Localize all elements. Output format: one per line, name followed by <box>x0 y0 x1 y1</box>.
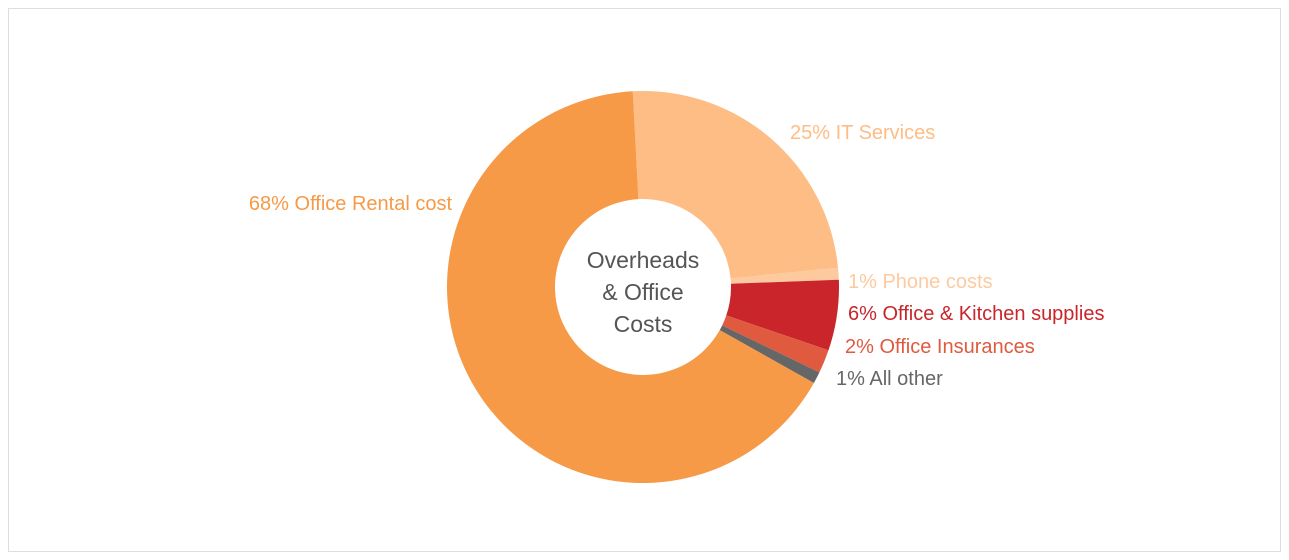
slice-label: 1% All other <box>836 368 943 390</box>
slice <box>719 325 820 384</box>
slice-label: 68% Office Rental cost <box>249 193 453 215</box>
category-label: Office Rental cost <box>295 193 453 215</box>
category-label: IT Services <box>836 122 936 144</box>
value-label: 2% <box>845 336 874 358</box>
slice-label: 6% Office & Kitchen supplies <box>848 303 1104 325</box>
center-title: & Office <box>602 279 683 305</box>
slice <box>446 91 814 483</box>
slice-label: 1% Phone costs <box>848 271 993 293</box>
category-label: Office & Kitchen supplies <box>882 303 1104 325</box>
slice <box>722 315 829 373</box>
value-label: 6% <box>848 303 877 325</box>
category-label: All other <box>869 368 943 390</box>
category-label: Phone costs <box>882 271 992 293</box>
slice <box>632 90 839 279</box>
center-title: Costs <box>614 311 673 337</box>
slice-label: 25% IT Services <box>790 122 935 144</box>
category-label: Office Insurances <box>879 336 1034 358</box>
value-label: 1% <box>848 271 877 293</box>
value-label: 68% <box>249 193 289 215</box>
slice <box>730 267 839 284</box>
center-title: Overheads <box>587 247 700 273</box>
value-label: 25% <box>790 122 830 144</box>
slice <box>726 279 839 351</box>
slice-label: 2% Office Insurances <box>845 336 1035 358</box>
value-label: 1% <box>836 368 865 390</box>
